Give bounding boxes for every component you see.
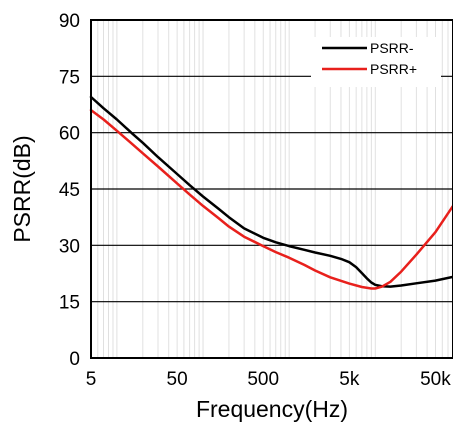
x-tick-label: 5k <box>339 369 360 390</box>
y-tick-label: 75 <box>59 67 80 88</box>
series-line-psrr-plus <box>89 108 453 290</box>
legend-box <box>311 37 441 87</box>
y-tick-label: 60 <box>59 124 80 145</box>
legend-label: PSRR- <box>370 40 414 56</box>
legend-label: PSRR+ <box>370 61 417 77</box>
plot-frame <box>90 19 453 359</box>
x-axis-title: Frequency(Hz) <box>196 396 348 422</box>
tick-layer: 0 15 30 45 60 75 90 5 50 500 5k 50k <box>59 11 451 390</box>
y-tick-label: 15 <box>59 293 80 314</box>
series-line-psrr-minus <box>89 95 453 288</box>
x-tick-label: 500 <box>247 369 279 390</box>
x-tick-label: 5 <box>86 369 97 390</box>
series-layer <box>89 95 453 290</box>
y-tick-label: 90 <box>59 11 80 32</box>
legend: PSRR- PSRR+ <box>311 37 441 87</box>
x-tick-label: 50 <box>167 369 188 390</box>
y-tick-label: 45 <box>59 180 80 201</box>
y-tick-label: 30 <box>59 236 80 257</box>
x-tick-label: 50k <box>420 369 451 390</box>
y-axis-title: PSRR(dB) <box>9 135 35 242</box>
y-tick-label: 0 <box>69 349 80 370</box>
grid-layer <box>91 20 453 358</box>
